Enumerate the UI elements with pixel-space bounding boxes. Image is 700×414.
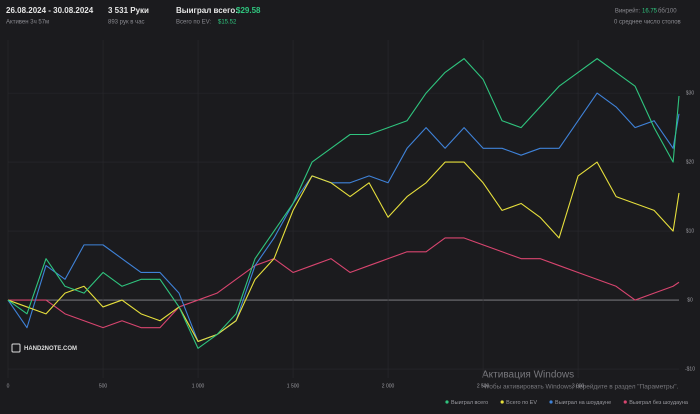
tables: 0 среднее число столов <box>614 20 681 26</box>
legend-marker <box>623 400 627 404</box>
legend-marker <box>549 400 553 404</box>
legend-marker <box>500 400 504 404</box>
logo: HAND2NOTE.COM <box>24 346 77 352</box>
logo-icon <box>11 343 21 353</box>
won-value: $29.58 <box>236 6 261 15</box>
y-tick-label: $20 <box>686 159 695 165</box>
x-tick-label: 2 500 <box>477 383 490 389</box>
watermark-text: Чтобы активировать Windows, перейдите в … <box>482 383 679 391</box>
y-tick-label: $30 <box>686 90 695 96</box>
series-line <box>8 237 680 329</box>
y-tick-label: -$10 <box>685 366 695 372</box>
legend-label: Выиграл на шоудауне <box>555 400 611 406</box>
ev-value: $15.52 <box>218 20 237 26</box>
won-label: Выиграл всего: <box>176 6 238 15</box>
active-time: Активен 3ч 57м <box>6 20 49 26</box>
x-tick-label: 2 000 <box>382 383 395 389</box>
series-line <box>7 161 680 342</box>
x-tick-label: 0 <box>7 383 10 389</box>
x-tick-label: 500 <box>99 383 108 389</box>
hands: 3 531 Руки <box>108 6 149 15</box>
series-line <box>7 92 680 342</box>
y-tick-label: $10 <box>686 228 695 234</box>
ev-label: Всего по EV: <box>176 20 211 26</box>
winrate-unit: бб/100 <box>658 9 677 15</box>
watermark-title: Активация Windows <box>482 370 574 381</box>
series-line <box>7 58 680 349</box>
x-tick-label: 1 000 <box>192 383 205 389</box>
winrate-label: Винрейт: <box>615 8 640 15</box>
winrate-value: 16.75 <box>642 9 658 15</box>
legend-marker <box>445 400 449 404</box>
legend-label: Всего по EV <box>506 400 537 406</box>
legend-label: Выиграл всего <box>451 400 488 406</box>
y-tick-label: $0 <box>687 297 693 303</box>
hands-per-hour: 893 рук в час <box>108 20 145 26</box>
legend: Выиграл всего Всего по EV Выиграл на шоуда… <box>445 400 689 406</box>
x-tick-label: 1 500 <box>287 383 300 389</box>
legend-label: Выиграл без шоудауна <box>629 400 689 406</box>
x-tick-label: 3 000 <box>572 383 585 389</box>
date-range: 26.08.2024 - 30.08.2024 <box>6 6 94 15</box>
